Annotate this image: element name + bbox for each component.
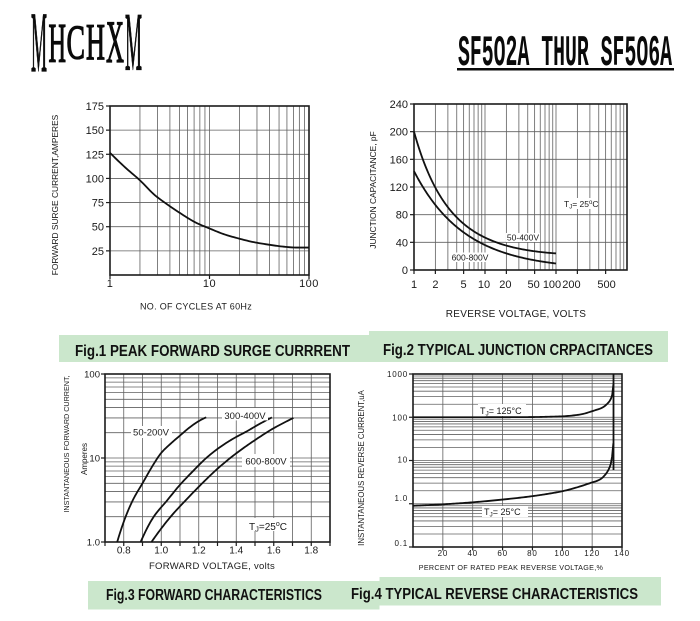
svg-text:50: 50 — [527, 279, 539, 291]
svg-text:1000: 1000 — [387, 370, 408, 379]
svg-text:1.8: 1.8 — [304, 546, 318, 557]
svg-text:120: 120 — [390, 182, 408, 194]
svg-text:JUNCTION CAPACITANCE, pF: JUNCTION CAPACITANCE, pF — [368, 131, 378, 248]
svg-text:100: 100 — [86, 173, 104, 185]
svg-text:10: 10 — [478, 279, 490, 291]
svg-text:X: X — [106, 9, 124, 76]
svg-text:140: 140 — [614, 549, 630, 558]
svg-text:1.0: 1.0 — [154, 546, 168, 557]
svg-text:FORWARD SURGE CURRENT,AMPERES: FORWARD SURGE CURRENT,AMPERES — [50, 114, 60, 275]
svg-text:TJ=25oC: TJ=25oC — [249, 521, 287, 534]
svg-text:1.2: 1.2 — [192, 546, 206, 557]
svg-text:500: 500 — [597, 279, 615, 291]
svg-text:200: 200 — [562, 279, 580, 291]
svg-text:H: H — [49, 13, 67, 75]
svg-text:Amperes: Amperes — [80, 443, 89, 475]
svg-text:50-400V: 50-400V — [507, 233, 539, 243]
svg-text:TJ= 25oC: TJ= 25oC — [564, 199, 598, 211]
svg-text:H: H — [86, 15, 105, 72]
svg-text:M: M — [125, 0, 142, 88]
svg-text:175: 175 — [86, 101, 104, 113]
svg-text:1.0: 1.0 — [87, 538, 100, 549]
svg-text:FORWARD VOLTAGE, volts: FORWARD VOLTAGE, volts — [149, 561, 275, 572]
svg-text:2: 2 — [432, 279, 438, 291]
svg-text:100: 100 — [392, 413, 408, 422]
svg-text:1.4: 1.4 — [229, 546, 243, 557]
svg-text:INSTANTANEOUS FORWARD CURRENT,: INSTANTANEOUS FORWARD CURRENT, — [62, 375, 71, 512]
svg-text:240: 240 — [390, 99, 408, 111]
svg-text:40: 40 — [396, 237, 408, 249]
svg-text:REVERSE VOLTAGE, VOLTS: REVERSE VOLTAGE, VOLTS — [446, 309, 587, 320]
svg-text:100: 100 — [299, 278, 319, 290]
svg-text:120: 120 — [584, 549, 600, 558]
svg-text:INSTANTANEOUS REVERSE CURRENT,: INSTANTANEOUS REVERSE CURRENT,uA — [357, 389, 366, 545]
svg-text:TJ= 25°C: TJ= 25°C — [484, 507, 521, 519]
svg-text:TJ= 125°C: TJ= 125°C — [480, 406, 522, 418]
svg-text:Fig.3 FORWARD CHARACTERISTIC: Fig.3 FORWARD CHARACTERISTICS — [106, 587, 322, 604]
svg-text:20: 20 — [438, 549, 449, 558]
svg-text:Fig.1 PEAK FORWARD SURGE CU: Fig.1 PEAK FORWARD SURGE CURRRENT — [75, 343, 350, 360]
svg-text:Fig.2 TYPICAL JUNCTION CRPA: Fig.2 TYPICAL JUNCTION CRPACITANCES — [383, 342, 653, 359]
svg-text:M: M — [31, 0, 47, 90]
svg-text:60: 60 — [497, 549, 508, 558]
svg-text:25: 25 — [92, 246, 104, 258]
svg-text:160: 160 — [390, 154, 408, 166]
svg-text:C: C — [67, 15, 86, 70]
svg-text:100: 100 — [554, 549, 570, 558]
svg-text:Fig.4 TYPICAL REVERSE CHARA: Fig.4 TYPICAL REVERSE CHARACTERISTICS — [351, 586, 638, 603]
svg-text:200: 200 — [390, 127, 408, 139]
svg-text:1.0: 1.0 — [394, 494, 408, 503]
svg-text:100: 100 — [543, 279, 561, 291]
svg-text:300-400V: 300-400V — [224, 411, 266, 422]
svg-text:1.6: 1.6 — [267, 546, 281, 557]
svg-text:1: 1 — [411, 279, 417, 291]
svg-text:SF5O2A THUR SF5O6A: SF5O2A THUR SF5O6A — [458, 30, 672, 79]
svg-text:50-200V: 50-200V — [133, 428, 170, 439]
svg-text:80: 80 — [527, 549, 538, 558]
svg-text:PERCENT OF RATED PEAK REVERSE: PERCENT OF RATED PEAK REVERSE VOLTAGE,% — [419, 563, 604, 572]
svg-text:NO. OF CYCLES AT 60Hz: NO. OF CYCLES AT 60Hz — [140, 302, 252, 312]
svg-text:40: 40 — [467, 549, 478, 558]
svg-text:1: 1 — [107, 278, 114, 290]
svg-text:125: 125 — [86, 149, 104, 161]
svg-text:20: 20 — [499, 279, 511, 291]
svg-text:600-800V: 600-800V — [452, 253, 489, 263]
svg-text:50: 50 — [92, 222, 104, 234]
svg-text:10: 10 — [89, 454, 100, 465]
svg-text:80: 80 — [396, 210, 408, 222]
svg-text:75: 75 — [92, 198, 104, 210]
svg-text:600-800V: 600-800V — [245, 456, 287, 467]
svg-text:10: 10 — [203, 278, 216, 290]
svg-text:10: 10 — [398, 456, 409, 465]
svg-text:100: 100 — [84, 370, 100, 381]
svg-text:150: 150 — [86, 125, 104, 137]
svg-text:0.8: 0.8 — [117, 546, 131, 557]
svg-text:5: 5 — [461, 279, 467, 291]
svg-text:0.1: 0.1 — [394, 539, 408, 548]
svg-text:0: 0 — [402, 265, 408, 277]
